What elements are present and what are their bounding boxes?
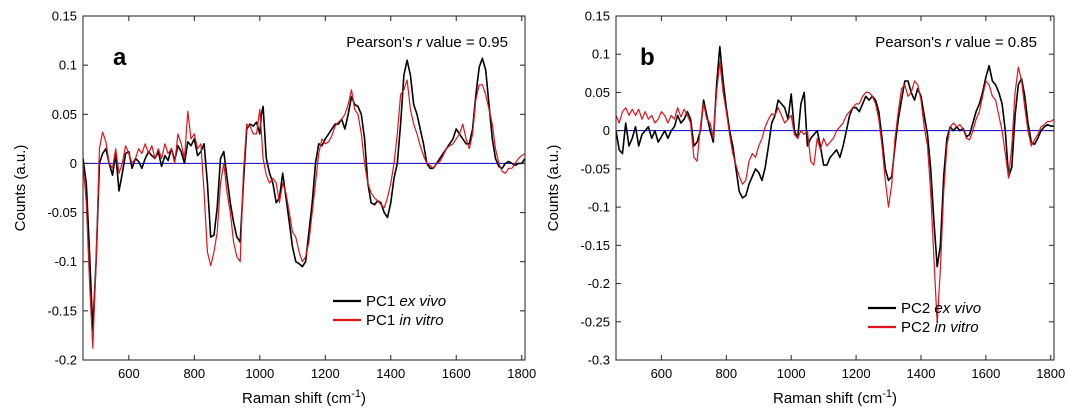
y-tick-label: 0: [603, 123, 610, 138]
panel-letter: b: [640, 44, 655, 71]
pearson-variable: r: [946, 34, 952, 51]
x-tick-label: 1400: [907, 366, 936, 381]
y-axis-title: Counts (a.u.): [545, 145, 562, 232]
series-line-in-vitro: [616, 61, 1054, 324]
x-tick-label: 1200: [311, 366, 340, 381]
pearson-variable: r: [417, 34, 423, 51]
y-tick-label: 0.1: [592, 47, 610, 62]
legend-series-condition: ex vivo: [399, 293, 446, 310]
pearson-prefix: Pearson's: [346, 34, 416, 51]
pearson-value: value = 0.95: [422, 34, 508, 51]
series-line-in-vitro: [83, 79, 525, 349]
legend-series-condition: in vitro: [934, 319, 978, 336]
x-axis-title-close: ): [361, 390, 366, 407]
x-axis-title: Raman shift (cm-1): [242, 388, 366, 407]
x-axis-title-main: Raman shift (cm: [242, 390, 351, 407]
pearson-annotation: Pearson's r value = 0.85: [875, 34, 1037, 51]
x-tick-label: 1200: [842, 366, 871, 381]
y-tick-label: -0.1: [588, 200, 610, 215]
x-axis-title-sup: -1: [351, 388, 361, 400]
y-tick-label: 0.15: [52, 9, 77, 24]
y-tick-label: -0.05: [47, 205, 77, 220]
y-tick-label: 0: [70, 156, 77, 171]
series-line-ex-vivo: [83, 57, 525, 332]
y-tick-label: -0.15: [47, 303, 77, 318]
pearson-annotation: Pearson's r value = 0.95: [346, 34, 508, 51]
x-tick-label: 1000: [245, 366, 274, 381]
pearson-prefix: Pearson's: [875, 34, 945, 51]
x-axis-title-close: ): [892, 390, 897, 407]
y-axis-title: Counts (a.u.): [12, 145, 29, 232]
legend-series-name: PC2: [901, 319, 934, 336]
legend-entry: PC1 in vitro: [366, 312, 444, 329]
x-axis-title-sup: -1: [882, 388, 892, 400]
x-axis-title: Raman shift (cm-1): [773, 388, 897, 407]
x-tick-label: 1400: [376, 366, 405, 381]
x-tick-label: 600: [651, 366, 673, 381]
y-tick-label: -0.2: [588, 276, 610, 291]
y-tick-label: 0.1: [59, 58, 77, 73]
x-tick-label: 1600: [971, 366, 1000, 381]
legend-series-name: PC1: [366, 293, 399, 310]
y-tick-label: -0.15: [580, 238, 610, 253]
x-tick-label: 1000: [777, 366, 806, 381]
legend-series-condition: in vitro: [399, 312, 443, 329]
x-tick-label: 800: [715, 366, 737, 381]
y-tick-label: 0.15: [585, 9, 610, 24]
x-axis-title-main: Raman shift (cm: [773, 390, 882, 407]
legend-series-name: PC1: [366, 312, 399, 329]
panel-letter: a: [113, 44, 127, 71]
y-tick-label: 0.05: [585, 85, 610, 100]
legend-series-condition: ex vivo: [934, 300, 981, 317]
y-tick-label: 0.05: [52, 107, 77, 122]
series-line-ex-vivo: [616, 45, 1054, 268]
chart-panel-a: 600 800 1000 1200 1400 1600 1800 0.15 0.1 0.05 0 -0…: [12, 9, 536, 408]
legend-entry: PC2 in vitro: [901, 319, 979, 336]
chart-panel-b: 600 800 1000 1200 1400 1600 1800 0.15 0.1 0.05 0 -0…: [545, 9, 1065, 408]
legend-entry: PC2 ex vivo: [901, 300, 981, 317]
x-tick-label: 1800: [507, 366, 536, 381]
y-tick-label: -0.25: [580, 314, 610, 329]
x-tick-label: 800: [183, 366, 205, 381]
y-tick-label: -0.05: [580, 161, 610, 176]
y-tick-label: -0.3: [588, 353, 610, 368]
axes-box: [82, 15, 526, 361]
pearson-value: value = 0.85: [951, 34, 1037, 51]
legend-series-name: PC2: [901, 300, 934, 317]
legend-entry: PC1 ex vivo: [366, 293, 446, 310]
y-tick-label: -0.2: [55, 353, 77, 368]
x-tick-label: 600: [118, 366, 140, 381]
x-tick-label: 1800: [1036, 366, 1065, 381]
y-tick-label: -0.1: [55, 254, 77, 269]
x-tick-label: 1600: [442, 366, 471, 381]
axes-box: [615, 15, 1055, 361]
